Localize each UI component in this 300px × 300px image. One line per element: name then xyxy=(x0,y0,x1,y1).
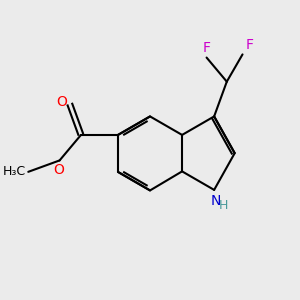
Text: N: N xyxy=(210,194,221,208)
Text: O: O xyxy=(56,95,67,109)
Text: F: F xyxy=(202,41,211,56)
Text: O: O xyxy=(53,163,64,177)
Text: H₃C: H₃C xyxy=(2,165,26,178)
Text: F: F xyxy=(245,38,253,52)
Text: H: H xyxy=(219,200,228,212)
